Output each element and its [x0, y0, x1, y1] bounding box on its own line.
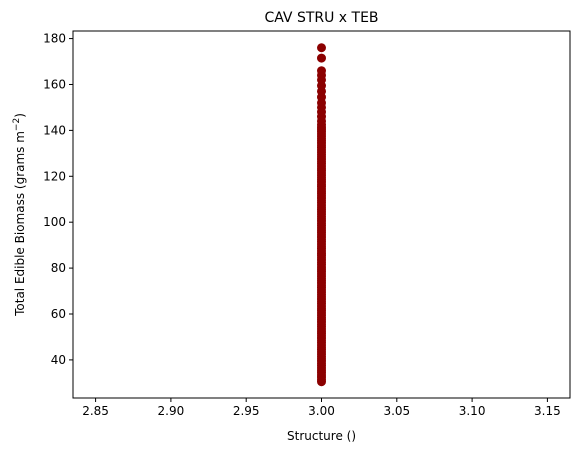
- y-axis-title: Total Edible Biomass (grams m−2): [12, 113, 27, 317]
- x-tick-label: 3.00: [308, 404, 335, 418]
- x-tick-label: 2.85: [82, 404, 109, 418]
- x-axis: 2.85 2.90 2.95 3.00 3.05 3.10 3.15: [82, 398, 561, 418]
- scatter-point: [317, 66, 326, 76]
- y-tick-label: 160: [43, 77, 66, 91]
- y-axis-title-superscript: −2: [12, 118, 22, 131]
- scatter-point: [317, 43, 326, 53]
- x-tick-label: 3.05: [383, 404, 410, 418]
- scatter-points: [317, 43, 326, 387]
- y-axis-title-main: Total Edible Biomass (grams m: [13, 131, 27, 317]
- y-tick-label: 120: [43, 169, 66, 183]
- y-axis: 40 60 80 100 120 140 160 180: [43, 32, 73, 367]
- y-tick-label: 80: [51, 261, 66, 275]
- scatter-point: [317, 53, 326, 63]
- y-tick-label: 40: [51, 353, 66, 367]
- x-tick-label: 2.95: [233, 404, 260, 418]
- chart-title: CAV STRU x TEB: [264, 10, 378, 26]
- y-tick-label: 180: [43, 32, 66, 46]
- x-tick-label: 3.10: [459, 404, 486, 418]
- y-tick-label: 100: [43, 215, 66, 229]
- x-tick-label: 2.90: [158, 404, 185, 418]
- y-axis-title-end: ): [13, 113, 27, 118]
- y-tick-label: 60: [51, 307, 66, 321]
- x-axis-title: Structure (): [287, 429, 356, 443]
- x-tick-label: 3.15: [534, 404, 561, 418]
- y-tick-label: 140: [43, 123, 66, 137]
